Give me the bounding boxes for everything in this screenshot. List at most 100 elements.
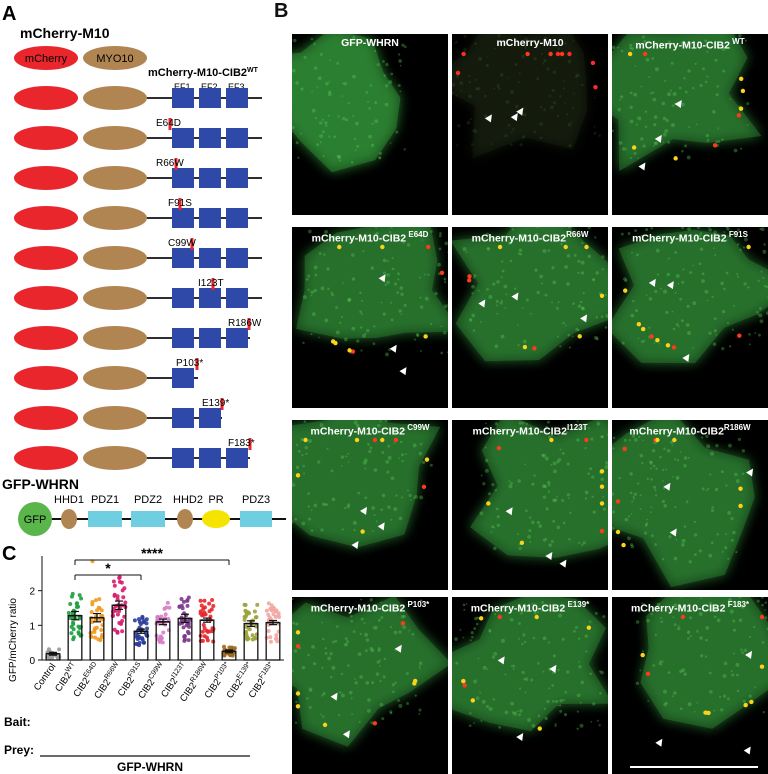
data-point [71,627,76,632]
filopodia-tip-punctum [426,244,431,250]
mutation-label: F183* [228,438,255,449]
arrowhead-marker [545,551,553,560]
ef1-label: EF1 [174,82,191,92]
filopodia-tip-punctum [738,106,744,111]
ef-hand-domain [172,328,194,348]
data-point [93,635,98,640]
arrowhead-marker [516,733,524,742]
filopodia-tip-punctum [496,445,502,451]
micrograph-tile: mCherry-M10-CIB2 F183* [612,597,768,774]
arrowhead-marker [654,134,662,143]
data-point [185,598,190,603]
data-point [269,607,274,612]
filopodia-tip-punctum [621,542,626,548]
construct-row: P103* [14,358,203,390]
data-point [89,620,94,625]
data-point [137,643,142,648]
filopodia-tip-punctum [534,614,539,620]
tile-title: mCherry-M10-CIB2 P103* [310,600,430,615]
micrograph-image [612,34,762,172]
filopodia-tip-punctum [360,529,365,534]
mutation-label: F91S [168,198,192,209]
filopodia-tip-punctum [424,457,430,462]
data-point [69,594,74,599]
data-point [99,628,104,633]
mutation-label: E139* [202,398,229,409]
ef-hand-domain [226,248,248,268]
data-point [93,598,98,603]
whrn-pdz1-label: PDZ1 [91,494,119,506]
arrowhead-marker [655,738,663,747]
tile-title: mCherry-M10-CIB2 F183* [630,600,750,615]
filopodia-tip-punctum [615,499,621,504]
micrograph-tile: mCherry-M10-CIB2 WT [612,34,768,215]
data-point [94,608,99,613]
filopodia-tip-punctum [549,437,554,443]
arrowhead-marker [342,730,350,739]
arrowhead-marker [378,274,386,283]
data-point [274,633,279,638]
filopodia-tip-punctum [738,486,743,491]
filopodia-tip-punctum [537,726,542,731]
cell-body-core [640,597,768,729]
filopodia-tip-punctum [636,321,642,327]
data-point [71,622,76,627]
data-point [111,579,116,584]
data-point [69,631,74,636]
filopodia-tip-punctum [548,51,553,57]
arrowhead-marker [666,281,674,290]
filopodia-tip-punctum [631,145,637,150]
construct-row: F183* [14,438,255,470]
cell-body-core [452,227,608,362]
cell-body-core [452,597,608,732]
mutation-marker [190,238,194,250]
tile-title: mCherry-M10-CIB2 C99W [310,423,430,438]
mcherry-domain [14,206,78,230]
data-point [115,597,120,602]
arrowhead-marker [663,482,671,491]
data-point [120,619,125,624]
data-point [201,606,206,611]
tile-title: mCherry-M10-CIB2R66W [471,230,589,245]
data-point [243,603,248,608]
mcherry-domain [14,86,78,110]
filopodia-tip-punctum [522,344,528,350]
data-point [112,627,117,632]
whrn-pdz2-label: PDZ2 [134,494,162,506]
mutation-marker [247,318,251,330]
arrowhead-marker [484,114,492,123]
ef-hand-domain [226,448,248,468]
data-point [115,612,120,617]
mutation-label: I123T [198,278,224,289]
filopodia-tip-punctum [462,683,467,688]
construct-header: mCherry-M10-CIB2WT [148,67,259,79]
filopodia-tip-punctum [461,678,466,684]
data-point [202,626,207,631]
legend-mcherry-label: mCherry [25,53,68,65]
micrograph-image [612,227,768,364]
filopodia-tip-punctum [295,704,301,709]
micrograph-tile: mCherry-M10-CIB2I123T [452,420,608,590]
filopodia-tip-punctum [759,664,765,669]
filopodia-tip-punctum [749,699,754,705]
arrowhead-marker [746,468,754,477]
mcherry-domain [14,366,78,390]
filopodia-tip-punctum [380,244,385,250]
mutation-label: P103* [176,358,203,369]
data-point [242,618,247,623]
data-point [120,588,125,593]
data-point [202,634,207,639]
cell-body [452,34,587,159]
myo10-domain [83,326,147,350]
filopodia-tip-punctum [649,334,654,339]
filopodia-tip-punctum [470,698,476,703]
filopodia-tip-punctum [412,678,418,684]
micrograph-image [292,597,448,747]
y-tick-label: 2 [29,587,35,598]
data-point [207,601,212,606]
myo10-domain [83,246,147,270]
filopodia-tip-punctum [380,437,385,443]
ef-hand-domain [172,128,194,148]
arrowhead-marker [478,299,486,308]
data-point [207,609,212,614]
